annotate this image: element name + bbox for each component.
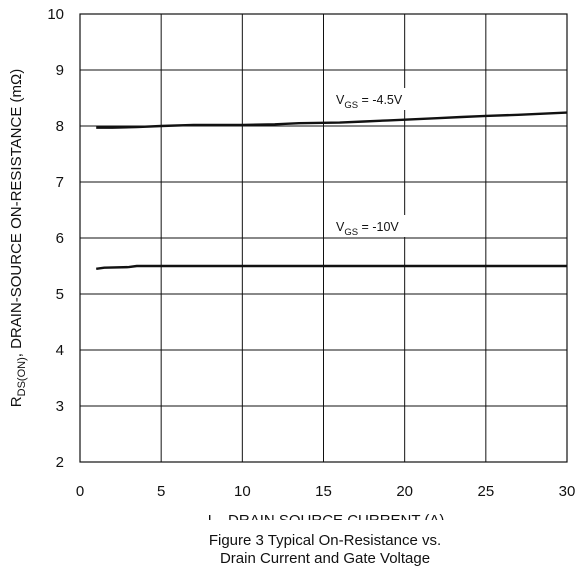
caption-line-1: Figure 3 Typical On-Resistance vs. [208, 532, 442, 549]
series-label-main: V [336, 93, 345, 107]
series-label-sub: GS [344, 227, 358, 238]
series-label-vgs-10: VGS = -10V [328, 215, 436, 238]
y-tick-label: 5 [56, 286, 64, 303]
y-tick-label: 6 [56, 230, 64, 247]
x-tick-label: 30 [559, 483, 576, 500]
series-label-rest: = -10V [358, 220, 399, 234]
y-tick-label: 10 [47, 6, 64, 23]
x-tick-label: 10 [234, 483, 251, 500]
y-tick-label: 8 [56, 118, 64, 135]
y-axis-title-rest: , DRAIN-SOURCE ON-RESISTANCE (mΩ) [8, 69, 25, 357]
x-tick-label: 20 [396, 483, 413, 500]
y-tick-label: 4 [56, 342, 64, 359]
y-axis-title: RDS(ON), DRAIN-SOURCE ON-RESISTANCE (mΩ) [8, 69, 28, 407]
series-line-vgs-10 [96, 264, 567, 270]
plot-frame [79, 13, 568, 463]
y-axis-title-main: R [8, 396, 25, 407]
y-tick-label: 3 [56, 398, 64, 415]
caption-line-2: Drain Current and Gate Voltage [219, 550, 431, 567]
x-tick-label: 5 [157, 483, 165, 500]
x-tick-label: 15 [315, 483, 332, 500]
series-label-vgs-4p5: VGS = -4.5V [328, 88, 446, 111]
series-label-main: V [336, 220, 345, 234]
y-tick-label: 2 [56, 454, 64, 471]
series-lines [96, 111, 568, 270]
x-axis-title-rest: , DRAIN SOURCE CURRENT (A) [220, 512, 445, 520]
x-tick-label: 0 [76, 483, 84, 500]
x-tick-label: 25 [477, 483, 494, 500]
svg-text:VGS = -4.5V: VGS = -4.5V [336, 93, 403, 111]
tick-labels: 0 5 10 15 20 25 30 2 3 4 5 6 7 8 9 10 [47, 6, 575, 500]
grid [80, 14, 567, 462]
x-axis-title: ID, DRAIN SOURCE CURRENT (A) [208, 512, 445, 520]
y-tick-label: 7 [56, 174, 64, 191]
figure-caption: Figure 3 Typical On-Resistance vs. Drain… [0, 532, 578, 568]
svg-text:VGS = -10V: VGS = -10V [336, 220, 399, 238]
x-axis-title-main: I [208, 512, 212, 520]
series-label-rest: = -4.5V [358, 93, 403, 107]
series-label-sub: GS [344, 100, 358, 111]
series-line-vgs-4p5 [96, 111, 568, 129]
y-axis-title-sub: DS(ON) [16, 357, 28, 396]
y-tick-label: 9 [56, 62, 64, 79]
